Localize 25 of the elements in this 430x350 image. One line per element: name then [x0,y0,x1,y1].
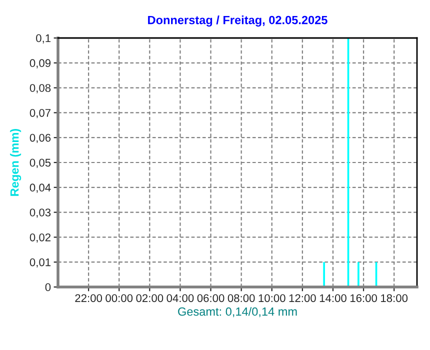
y-axis-title: Regen (mm) [10,128,22,196]
y-tick-label: 0,04 [30,184,51,193]
x-tick-label: 18:00 [381,294,408,302]
x-axis-title: Gesamt: 0,14/0,14 mm [178,307,297,318]
y-tick-label: 0,07 [30,108,50,118]
chart-title: Donnerstag / Freitag, 02.05.2025 [148,16,328,27]
y-tick-label: 0,08 [30,84,51,94]
y-tick-label: 0,01 [30,258,51,268]
x-tick-label: 08:00 [228,294,255,302]
x-tick-label: 14:00 [320,294,346,302]
y-tick-label: 0,03 [30,208,51,218]
x-tick-label: 02:00 [136,294,164,302]
y-tick-label: 0,06 [30,134,51,144]
x-tick-label: 06:00 [197,294,224,302]
y-tick-label: 0,09 [30,59,51,68]
y-tick-label: 0,1 [36,34,51,44]
x-tick-label: 00:00 [106,294,133,302]
y-tick-label: 0 [45,283,51,292]
x-tick-label: 04:00 [166,294,194,302]
y-tick-label: 0,05 [30,158,51,168]
x-tick-label: 16:00 [350,294,377,302]
x-tick-label: 10:00 [258,294,286,302]
y-tick-label: 0,02 [30,233,50,243]
x-tick-label: 22:00 [75,294,102,302]
x-tick-label: 12:00 [289,294,316,302]
